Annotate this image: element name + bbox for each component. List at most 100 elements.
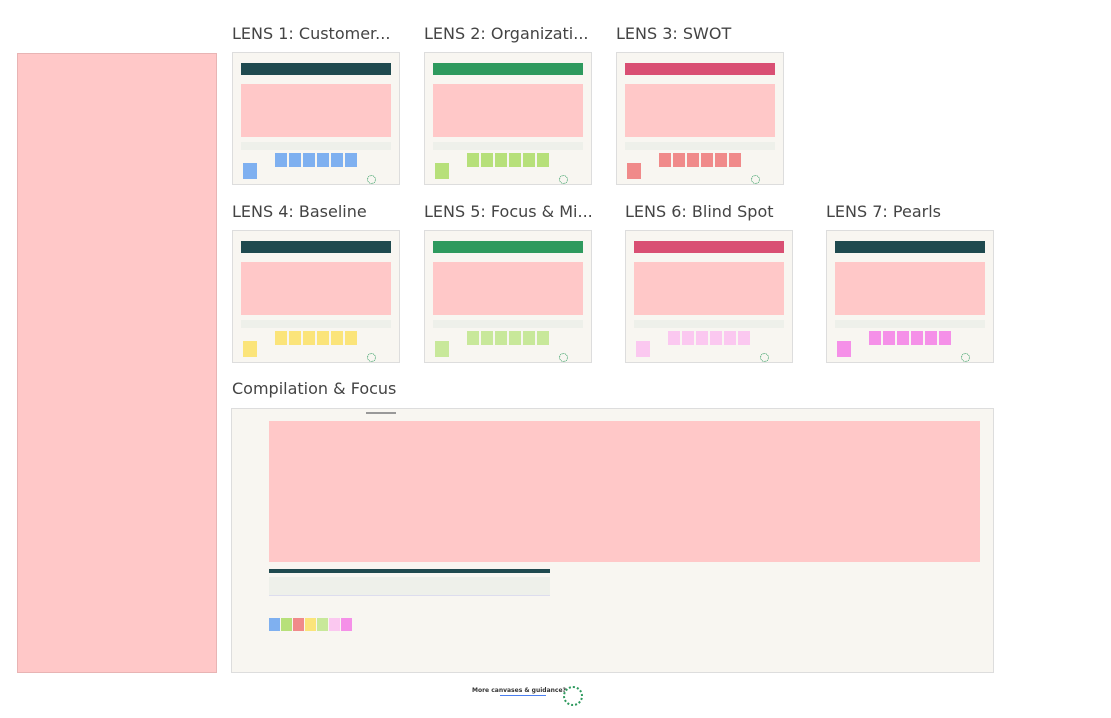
logo xyxy=(751,175,760,184)
header-bar xyxy=(433,63,583,75)
bar xyxy=(269,577,550,595)
frame[interactable] xyxy=(424,52,592,185)
sticky xyxy=(329,618,340,631)
frame-title[interactable]: LENS 4: Baseline xyxy=(232,202,367,221)
row xyxy=(835,320,985,328)
row xyxy=(625,142,775,150)
sticky xyxy=(729,153,741,167)
sticky xyxy=(701,153,713,167)
frame-title[interactable]: LENS 6: Blind Spot xyxy=(625,202,774,221)
header-bar xyxy=(835,241,985,253)
sticky xyxy=(911,331,923,345)
header-bar xyxy=(634,241,784,253)
sticky xyxy=(509,153,521,167)
frame-title[interactable]: LENS 3: SWOT xyxy=(616,24,732,43)
row xyxy=(433,320,583,328)
pink-area xyxy=(634,262,784,315)
sticky xyxy=(495,153,507,167)
sticky xyxy=(481,331,493,345)
header-bar xyxy=(433,241,583,253)
sticky xyxy=(317,618,328,631)
pink-area xyxy=(241,84,391,137)
sticky xyxy=(467,153,479,167)
logo xyxy=(367,175,376,184)
sticky xyxy=(509,331,521,345)
sticky xyxy=(710,331,722,345)
sticky xyxy=(869,331,881,345)
row xyxy=(433,142,583,150)
logo xyxy=(760,353,769,362)
sticky xyxy=(243,341,257,357)
logo xyxy=(559,175,568,184)
compilation-title[interactable]: Compilation & Focus xyxy=(232,379,397,398)
sticky xyxy=(275,153,287,167)
sticky xyxy=(523,153,535,167)
sticky xyxy=(897,331,909,345)
sticky xyxy=(939,331,951,345)
sticky xyxy=(659,153,671,167)
bar xyxy=(269,595,550,596)
sticky xyxy=(696,331,708,345)
sticky xyxy=(345,331,357,345)
frame[interactable] xyxy=(424,230,592,363)
pink-area xyxy=(433,84,583,137)
sticky xyxy=(269,618,280,631)
footer-text: More canvases & guidance? xyxy=(472,687,567,694)
sticky xyxy=(243,163,257,179)
header-bar xyxy=(625,63,775,75)
sticky xyxy=(682,331,694,345)
compilation-frame[interactable] xyxy=(231,408,994,673)
row xyxy=(634,320,784,328)
sticky xyxy=(435,341,449,357)
frame-title[interactable]: LENS 1: Customer... xyxy=(232,24,391,43)
frame-title[interactable]: LENS 7: Pearls xyxy=(826,202,941,221)
sticky xyxy=(281,618,292,631)
sticky xyxy=(275,331,287,345)
footer-link[interactable] xyxy=(500,695,546,696)
sticky xyxy=(523,331,535,345)
sticky xyxy=(467,331,479,345)
sidebar-frame[interactable] xyxy=(17,53,217,673)
bar xyxy=(269,569,550,573)
frame-title[interactable]: LENS 5: Focus & Mi... xyxy=(424,202,593,221)
header-bar xyxy=(241,241,391,253)
row xyxy=(241,142,391,150)
frame-title[interactable]: LENS 2: Organizati... xyxy=(424,24,589,43)
header-bar xyxy=(241,63,391,75)
sticky xyxy=(724,331,736,345)
header-line xyxy=(366,412,396,414)
sticky xyxy=(303,153,315,167)
sticky xyxy=(687,153,699,167)
frame[interactable] xyxy=(625,230,793,363)
pink-area xyxy=(835,262,985,315)
logo xyxy=(559,353,568,362)
pink-area xyxy=(433,262,583,315)
sticky xyxy=(925,331,937,345)
pink-area xyxy=(625,84,775,137)
sticky xyxy=(345,153,357,167)
sticky xyxy=(837,341,851,357)
sticky xyxy=(331,153,343,167)
sticky xyxy=(303,331,315,345)
sticky xyxy=(317,331,329,345)
sticky xyxy=(481,153,493,167)
sticky xyxy=(673,153,685,167)
sticky xyxy=(883,331,895,345)
pink-area xyxy=(241,262,391,315)
frame[interactable] xyxy=(616,52,784,185)
sticky xyxy=(495,331,507,345)
sticky xyxy=(715,153,727,167)
sticky xyxy=(537,153,549,167)
sticky xyxy=(331,331,343,345)
frame[interactable] xyxy=(232,230,400,363)
sticky xyxy=(289,331,301,345)
sticky xyxy=(668,331,680,345)
frame[interactable] xyxy=(232,52,400,185)
frame[interactable] xyxy=(826,230,994,363)
sticky xyxy=(317,153,329,167)
sticky xyxy=(293,618,304,631)
sticky xyxy=(627,163,641,179)
sticky xyxy=(341,618,352,631)
sticky xyxy=(305,618,316,631)
